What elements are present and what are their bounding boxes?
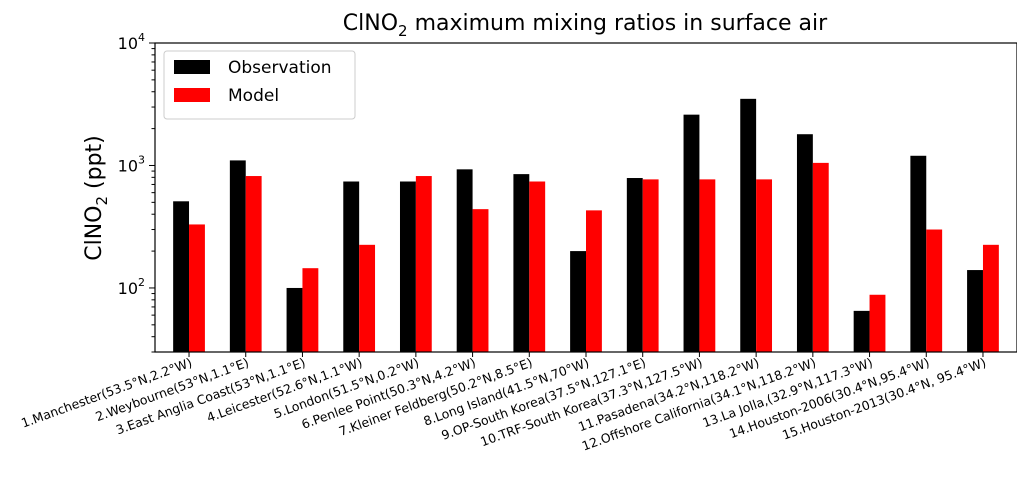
legend-swatch-model bbox=[174, 88, 210, 102]
chart-title: ClNO2 maximum mixing ratios in surface a… bbox=[343, 11, 828, 40]
bar-observation-4 bbox=[343, 181, 360, 352]
legend-swatch-observation bbox=[174, 60, 210, 74]
legend-frame bbox=[163, 50, 356, 120]
bar-observation-13 bbox=[853, 310, 870, 352]
bar-observation-6 bbox=[456, 169, 473, 352]
bar-model-3 bbox=[302, 268, 319, 352]
bar-observation-11 bbox=[740, 98, 757, 352]
bar-observation-5 bbox=[399, 181, 416, 352]
legend-label-observation: Observation bbox=[228, 58, 332, 78]
bar-model-14 bbox=[926, 229, 943, 352]
bar-model-12 bbox=[812, 162, 829, 352]
y-axis-label: ClNO2 (ppt) bbox=[82, 135, 111, 261]
bar-observation-15 bbox=[967, 270, 983, 352]
bar-observation-7 bbox=[513, 174, 530, 352]
bar-model-13 bbox=[869, 294, 886, 352]
bar-model-9 bbox=[642, 179, 659, 352]
legend-label-model: Model bbox=[228, 86, 279, 106]
legend: Observation Model bbox=[163, 50, 356, 120]
y-tick-label: 104 bbox=[118, 31, 145, 53]
bar-observation-1 bbox=[173, 201, 190, 352]
bar-observation-14 bbox=[910, 155, 927, 352]
bar-observation-2 bbox=[229, 160, 246, 352]
bar-model-11 bbox=[756, 179, 773, 352]
y-tick-label: 102 bbox=[118, 276, 145, 298]
bar-observation-3 bbox=[286, 287, 303, 352]
bar-observation-9 bbox=[626, 178, 643, 352]
plot-frame bbox=[154, 42, 1017, 353]
bar-model-2 bbox=[245, 176, 262, 352]
x-axis-ticks: 1.Manchester(53.5°N,2.2°W)2.Weybourne(53… bbox=[19, 352, 988, 454]
bar-model-4 bbox=[359, 244, 376, 352]
bar-model-6 bbox=[472, 209, 489, 352]
bar-model-15 bbox=[982, 244, 999, 352]
bar-model-1 bbox=[189, 224, 205, 352]
bar-model-5 bbox=[415, 176, 432, 352]
bar-model-8 bbox=[586, 210, 602, 352]
bar-observation-8 bbox=[570, 251, 586, 352]
y-tick-label: 103 bbox=[118, 153, 145, 175]
bars-layer bbox=[173, 98, 999, 353]
bar-model-7 bbox=[529, 181, 546, 352]
bar-model-10 bbox=[699, 179, 716, 352]
bar-observation-12 bbox=[796, 134, 813, 352]
bar-observation-10 bbox=[683, 114, 700, 353]
y-axis-ticks: 102 103 104 bbox=[118, 31, 155, 353]
